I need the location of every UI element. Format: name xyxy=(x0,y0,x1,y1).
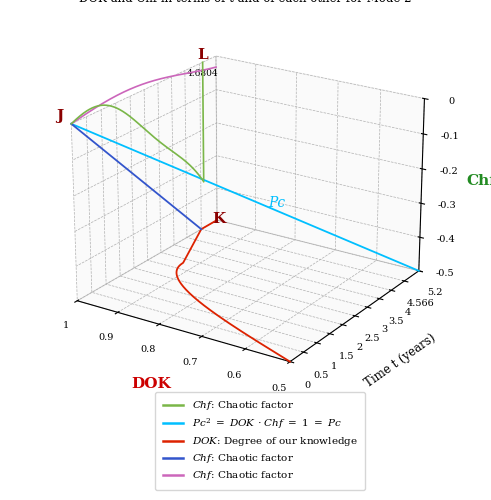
X-axis label: DOK: DOK xyxy=(131,378,171,392)
Title: DOK and Chf in terms of t and of each other for Mode 2: DOK and Chf in terms of t and of each ot… xyxy=(79,0,412,4)
Y-axis label: Time t (years): Time t (years) xyxy=(363,331,438,390)
Legend: $\it{Chf}$: Chaotic factor, $\it{Pc}$$^2$ $=$ $\it{DOK}$ $\cdot$ $\it{Chf}$ $=$ : $\it{Chf}$: Chaotic factor, $\it{Pc}$$^2… xyxy=(155,392,365,490)
